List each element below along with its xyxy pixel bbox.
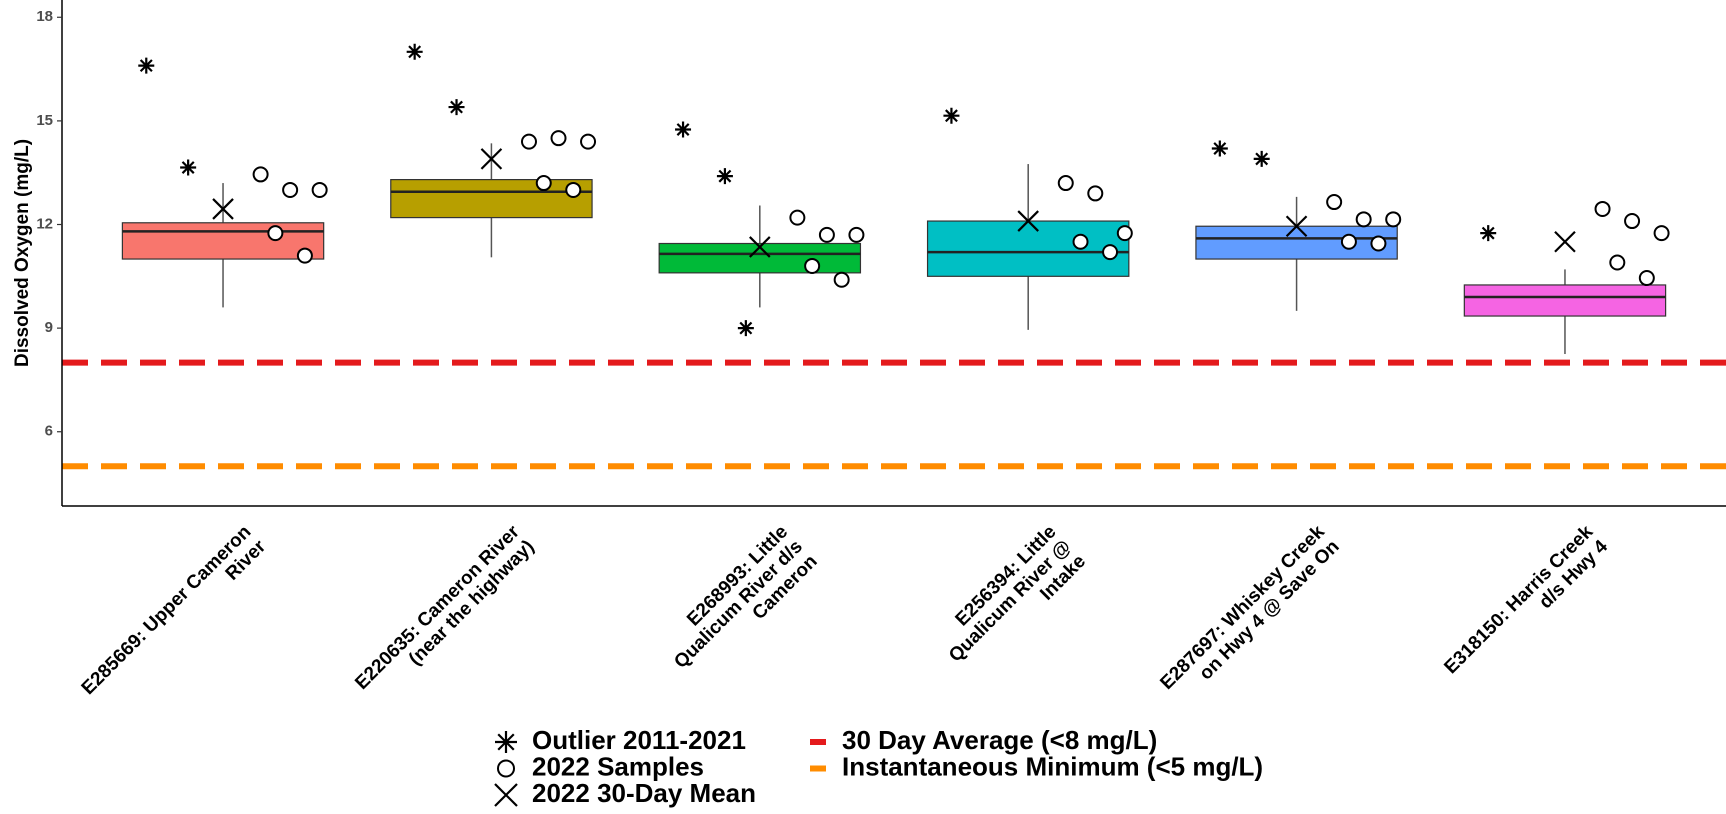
legend-label: Instantaneous Minimum (<5 mg/L) <box>842 751 1263 781</box>
sample-point <box>311 181 328 198</box>
outlier-point <box>675 121 692 138</box>
sample-point <box>1102 244 1119 261</box>
box <box>1463 284 1667 317</box>
outlier-point <box>138 57 155 74</box>
sample-point <box>1340 233 1357 250</box>
legend-label: 2022 30-Day Mean <box>532 778 756 808</box>
sample-point <box>497 759 515 778</box>
outlier-point <box>1211 140 1228 157</box>
sample-point <box>1609 254 1626 271</box>
x-tick-label-group: E285669: Upper CameronRiver <box>78 521 271 714</box>
mean-marker <box>749 236 771 258</box>
sample-point <box>1072 233 1089 250</box>
x-tick-label-line: E285669: Upper Cameron <box>78 521 256 699</box>
x-tick-label: E268993: LittleQualicum River d/sCameron <box>656 521 822 687</box>
legend-label: 2022 Samples <box>532 751 704 781</box>
y-tick-label: 9 <box>45 319 53 336</box>
sample-point <box>282 181 299 198</box>
sample-point <box>252 166 269 183</box>
sample-point <box>789 209 806 226</box>
sample-point <box>848 226 865 243</box>
sample-point <box>804 257 821 274</box>
sample-point <box>550 130 567 147</box>
legend-item: Instantaneous Minimum (<5 mg/L) <box>810 751 1263 781</box>
x-tick-label-line: on Hwy 4 @ Save On <box>1195 536 1343 684</box>
outlier-point <box>406 43 423 60</box>
mean-marker <box>212 198 234 220</box>
outlier-point <box>448 99 465 116</box>
sample-point <box>1638 270 1655 287</box>
box <box>926 220 1130 277</box>
mean-marker <box>1017 210 1039 232</box>
sample-point <box>1326 194 1343 211</box>
y-tick-label: 15 <box>36 112 53 129</box>
x-tick-label-line: (near the highway) <box>405 536 539 670</box>
legend-label: Outlier 2011-2021 <box>532 725 746 755</box>
sample-point <box>1594 200 1611 217</box>
sample-point <box>1057 175 1074 192</box>
sample-point <box>1087 185 1104 202</box>
x-tick-label: E318150: Harris Creekd/s Hwy 4 <box>1440 521 1612 693</box>
sample-point <box>520 133 537 150</box>
legend-item: 30 Day Average (<8 mg/L) <box>810 725 1157 755</box>
sample-point <box>580 133 597 150</box>
x-tick-label-line: Qualicum River d/s <box>670 536 807 673</box>
sample-point <box>535 175 552 192</box>
x-tick-label: E256394: LittleQualicum River @Intake <box>930 521 1090 681</box>
y-tick-label: 18 <box>36 8 53 25</box>
sample-point <box>267 225 284 242</box>
outlier-point <box>716 168 733 185</box>
x-tick-label-line: E318150: Harris Creek <box>1440 521 1597 678</box>
sample-point <box>1385 211 1402 228</box>
outlier-point <box>495 731 517 753</box>
outlier-point <box>1253 150 1270 167</box>
outlier-point <box>180 159 197 176</box>
mean-marker <box>480 148 503 170</box>
x-tick-label-group: E220635: Cameron River(near the highway) <box>351 521 539 709</box>
x-tick-label-line: E220635: Cameron River <box>351 521 524 694</box>
y-axis-title: Dissolved Oxygen (mg/L) <box>12 139 33 367</box>
sample-point <box>1116 225 1133 242</box>
legend-item: 2022 Samples <box>497 751 704 781</box>
sample-point <box>833 271 850 288</box>
sample-point <box>1624 213 1641 230</box>
sample-point <box>1653 225 1670 242</box>
legend-label: 30 Day Average (<8 mg/L) <box>842 725 1157 755</box>
outlier-point <box>737 320 754 337</box>
y-tick-label: 12 <box>36 215 53 232</box>
box <box>121 222 325 260</box>
sample-point <box>1355 211 1372 228</box>
legend-item: Outlier 2011-2021 <box>495 725 746 755</box>
box <box>1195 225 1398 260</box>
sample-point <box>296 247 313 264</box>
box <box>390 179 593 219</box>
mean-marker <box>1554 230 1576 253</box>
mean-marker <box>494 783 518 807</box>
x-tick-label: E285669: Upper CameronRiver <box>78 521 271 714</box>
x-tick-label-group: E318150: Harris Creekd/s Hwy 4 <box>1440 521 1612 693</box>
mean-marker <box>1285 215 1308 238</box>
x-tick-label-line: E287697: Whiskey Creek <box>1156 521 1329 694</box>
sample-point <box>565 181 582 198</box>
outlier-point <box>943 107 960 124</box>
x-tick-label-group: E256394: LittleQualicum River @Intake <box>930 521 1090 681</box>
legend-item: 2022 30-Day Mean <box>494 778 756 808</box>
y-tick-label: 6 <box>45 423 53 440</box>
x-tick-label: E287697: Whiskey Creekon Hwy 4 @ Save On <box>1156 521 1344 709</box>
x-tick-label: E220635: Cameron River(near the highway) <box>351 521 539 709</box>
outlier-point <box>1480 225 1497 242</box>
sample-point <box>1370 235 1387 252</box>
x-tick-label-group: E287697: Whiskey Creekon Hwy 4 @ Save On <box>1156 521 1344 709</box>
sample-point <box>818 226 835 243</box>
x-tick-label-group: E268993: LittleQualicum River d/sCameron <box>656 521 822 687</box>
